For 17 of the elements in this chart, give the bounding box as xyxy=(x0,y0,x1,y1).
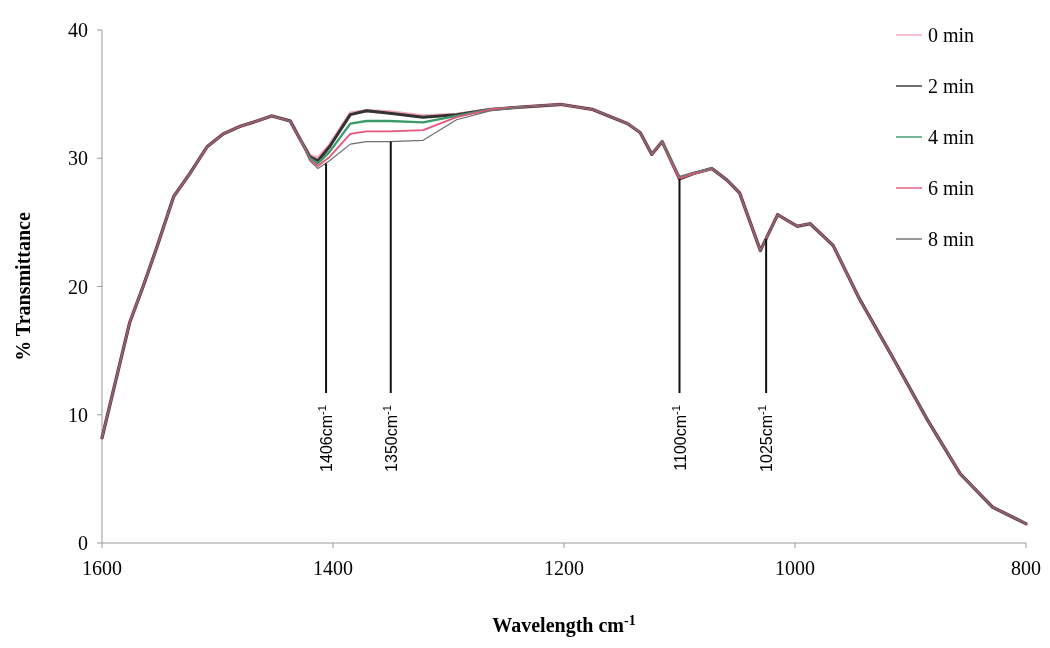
x-axis-title: Wavelength cm$^{-1}$ xyxy=(492,612,636,637)
x-tick-label: 1400 xyxy=(313,557,353,579)
legend-label: 6 min xyxy=(928,177,975,199)
legend-label: 2 min xyxy=(928,75,975,97)
legend-label: 8 min xyxy=(928,228,975,250)
x-tick-label: 1000 xyxy=(775,557,815,579)
y-tick-label: 20 xyxy=(68,275,88,298)
x-tick-label: 1200 xyxy=(544,557,584,579)
y-tick-label: 10 xyxy=(68,403,88,426)
legend-label: 0 min xyxy=(928,24,975,46)
x-tick-label: 1600 xyxy=(82,557,122,579)
legend-label: 4 min xyxy=(928,126,975,148)
y-tick-label: 0 xyxy=(78,532,88,554)
y-axis-title: % Transmittance xyxy=(12,212,34,361)
y-tick-label: 40 xyxy=(68,19,88,41)
y-tick-label: 30 xyxy=(68,147,88,170)
x-tick-label: 800 xyxy=(1011,557,1041,579)
